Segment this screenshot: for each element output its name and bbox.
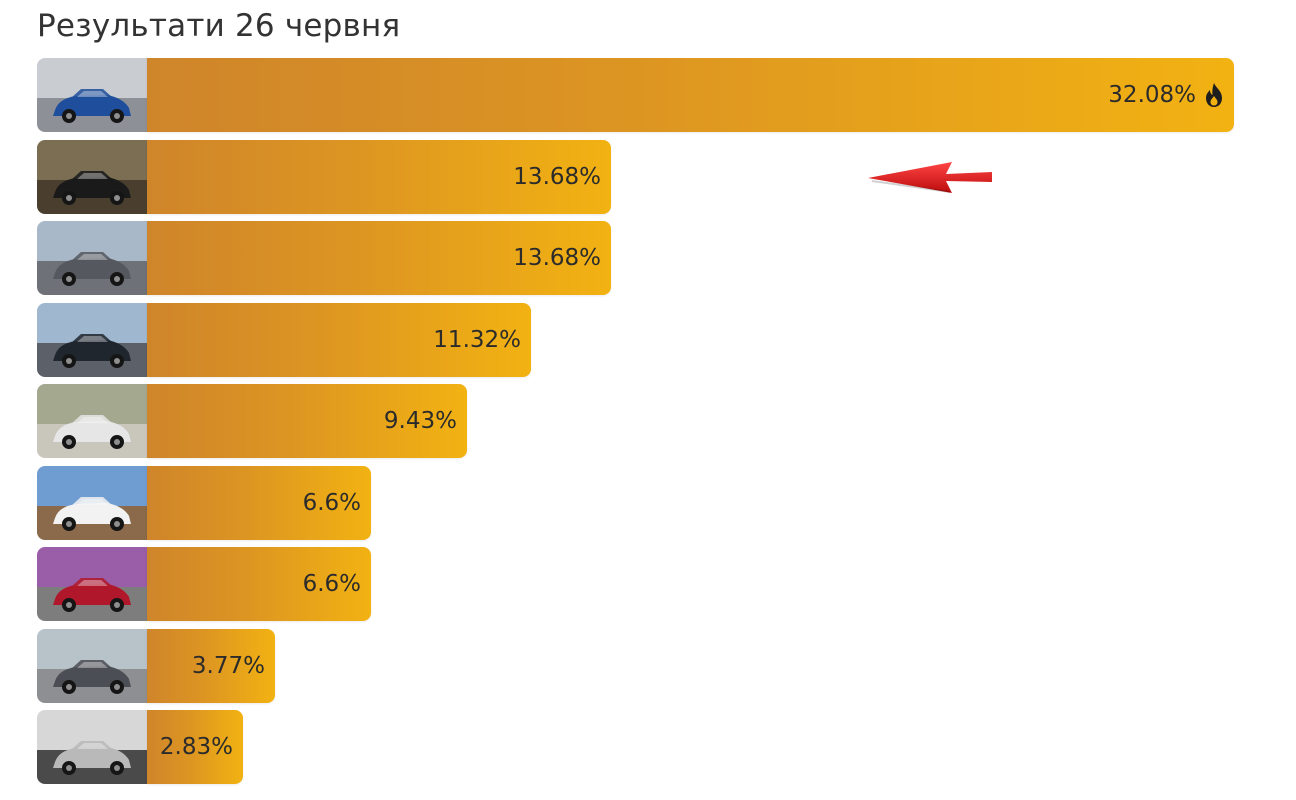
- red-arrow-icon: [868, 162, 992, 193]
- data-label: 11.32%: [433, 326, 521, 353]
- bar-value: 9.43%: [384, 384, 457, 458]
- fire-icon: [1206, 83, 1222, 107]
- bar-value: 13.68%: [513, 221, 601, 295]
- data-label: 3.77%: [191, 652, 265, 679]
- bar-value: 6.6%: [303, 466, 361, 540]
- data-label: 13.68%: [513, 163, 601, 190]
- bar: 2.83%: [147, 710, 243, 784]
- bar-value: 32.08%: [1108, 58, 1224, 132]
- car-photo-icon: [37, 58, 147, 132]
- bar: 32.08%: [147, 58, 1234, 132]
- car-photo-icon: [37, 710, 147, 784]
- bar-value: 6.6%: [303, 547, 361, 621]
- car-photo-icon: [37, 384, 147, 458]
- car-photo-icon: [37, 465, 147, 540]
- car-photo-icon: [37, 139, 147, 214]
- bar-value: 13.68%: [513, 140, 601, 214]
- data-label: 2.83%: [159, 734, 233, 760]
- data-label: 6.6%: [302, 571, 361, 597]
- bar: 3.77%: [147, 628, 275, 703]
- bar: 6.6%: [147, 547, 371, 621]
- chart-title: Результати 26 червня: [37, 8, 401, 44]
- data-label: 13.68%: [513, 245, 601, 271]
- bar-value: 3.77%: [192, 629, 265, 703]
- car-photo-icon: [37, 547, 147, 621]
- data-label: 6.6%: [302, 489, 361, 516]
- bar: 13.68%: [147, 139, 611, 214]
- bar-value: 11.32%: [433, 303, 521, 377]
- car-photo-icon: [37, 628, 147, 703]
- car-photo-icon: [37, 302, 147, 377]
- car-photo-icon: [37, 221, 147, 295]
- bar: 6.6%: [147, 465, 371, 540]
- data-label: 32.08%: [1108, 82, 1196, 108]
- data-label: 9.43%: [383, 408, 457, 434]
- bar: 11.32%: [147, 302, 531, 377]
- bar: 13.68%: [147, 221, 611, 295]
- bar: 9.43%: [147, 384, 467, 458]
- bar-value: 2.83%: [160, 710, 233, 784]
